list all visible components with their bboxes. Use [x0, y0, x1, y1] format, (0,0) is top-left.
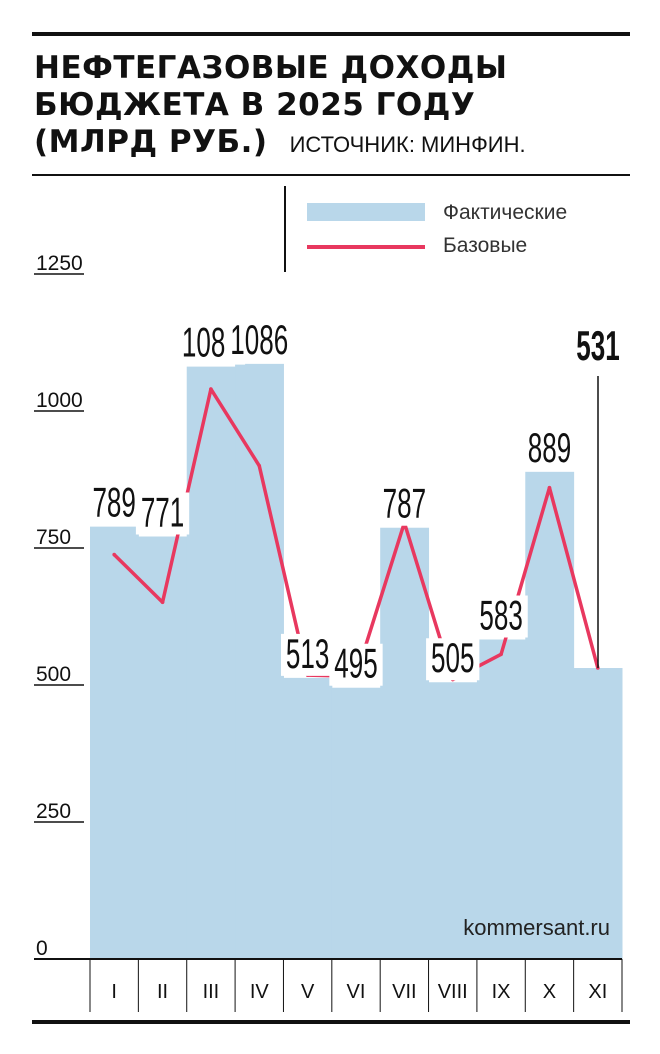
value-label-bg	[522, 427, 577, 470]
chart-title: НЕФТЕГАЗОВЫЕ ДОХОДЫ БЮДЖЕТА В 2025 ГОДУ …	[34, 50, 634, 163]
value-label-bg	[329, 643, 383, 686]
value-label-IV: 1086	[230, 317, 288, 364]
y-tick-label-0: 0	[36, 937, 48, 960]
credit-text: kommersant.ru	[463, 915, 610, 940]
x-tick-label-VI: VI	[347, 981, 366, 1003]
value-label-bg	[426, 638, 480, 681]
value-label-II: 771	[141, 489, 184, 536]
bar-II	[138, 536, 188, 959]
baseline-point-X	[547, 485, 552, 490]
value-label-bg	[377, 483, 432, 526]
y-tick-label-1250: 1250	[36, 252, 83, 275]
bar-XI	[573, 668, 623, 959]
x-tick-label-V: V	[301, 981, 315, 1003]
legend-line-label: Базовые	[443, 234, 527, 257]
legend: Фактические Базовые	[284, 186, 567, 272]
value-label-bg	[280, 633, 335, 676]
y-tick-label-1000: 1000	[36, 389, 83, 412]
value-label-XI: 531	[576, 323, 619, 370]
title-line-1: НЕФТЕГАЗОВЫЕ ДОХОДЫ	[34, 50, 508, 86]
bar-VI	[331, 687, 381, 959]
baseline-point-II	[160, 600, 165, 605]
value-label-bg	[225, 319, 294, 362]
bar-VII	[380, 527, 430, 959]
title-line-3: (МЛРД РУБ.) ИСТОЧНИК: МИНФИН.	[34, 124, 634, 163]
baseline-point-IV	[257, 464, 262, 468]
bar-IX	[476, 639, 526, 959]
y-tick-label-500: 500	[36, 663, 71, 686]
bar-I	[90, 526, 139, 959]
x-tick-label-II: II	[157, 981, 168, 1003]
title-line-3-text: (МЛРД РУБ.)	[34, 124, 268, 160]
value-label-IX: 583	[479, 592, 522, 639]
source-note: ИСТОЧНИК: МИНФИН.	[289, 132, 526, 157]
header-rule	[32, 174, 630, 176]
value-label-bg	[135, 492, 190, 535]
value-label-VI: 495	[334, 640, 377, 687]
top-rule	[32, 32, 630, 36]
x-tick-label-VIII: VIII	[438, 981, 468, 1003]
legend-bar-swatch	[307, 203, 425, 221]
title-line-2: БЮДЖЕТА В 2025 ГОДУ	[34, 87, 476, 123]
y-tick-label-750: 750	[36, 526, 71, 549]
baseline-point-I	[112, 552, 116, 557]
x-tick-label-IV: IV	[250, 981, 270, 1003]
x-tick-label-XI: XI	[588, 981, 607, 1003]
bar-VIII	[428, 682, 478, 959]
bar-V	[283, 677, 333, 959]
x-tick-label-III: III	[203, 981, 220, 1003]
x-tick-label-VII: VII	[392, 981, 416, 1003]
baseline-point-IX	[499, 652, 503, 657]
value-label-bg	[474, 595, 528, 638]
x-tick-label-I: I	[111, 981, 117, 1003]
value-label-VII: 787	[383, 480, 426, 527]
x-tick-label-IX: IX	[492, 981, 511, 1003]
value-label-I: 789	[92, 479, 135, 526]
value-label-V: 513	[286, 631, 329, 678]
baseline-point-III	[209, 387, 213, 391]
legend-bar-label: Фактические	[443, 201, 567, 224]
x-tick-label-X: X	[543, 981, 556, 1003]
value-label-X: 889	[528, 425, 571, 472]
value-label-VIII: 505	[431, 635, 474, 682]
bar-IV	[235, 363, 284, 959]
bottom-rule	[32, 1020, 630, 1024]
value-label-bg	[87, 482, 141, 525]
y-tick-label-250: 250	[36, 800, 71, 823]
